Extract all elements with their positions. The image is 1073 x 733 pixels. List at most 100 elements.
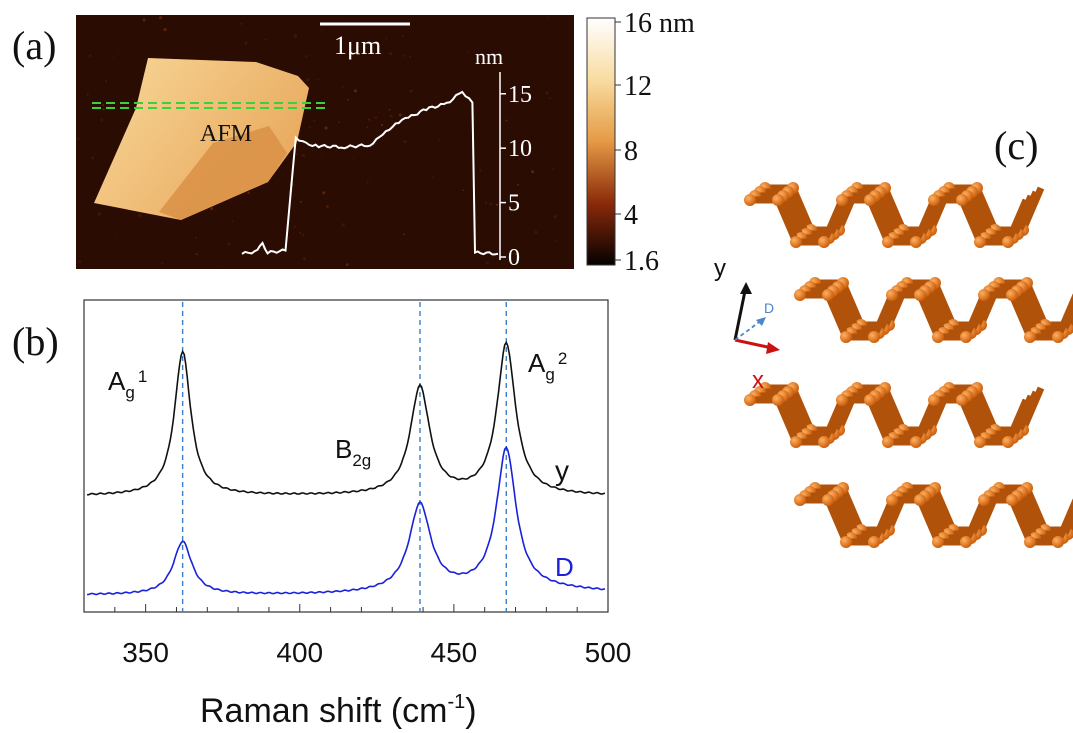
afm-noise-speck (495, 203, 499, 206)
crystal-atom (822, 289, 834, 301)
crystal-atom (1006, 494, 1018, 506)
axis-d-arrowhead (756, 317, 766, 326)
afm-noise-speck (374, 116, 378, 119)
crystal-atom (864, 194, 876, 206)
crystal-atom (978, 289, 990, 301)
afm-noise-speck (353, 89, 357, 93)
crystal-atom (818, 236, 830, 248)
afm-noise-speck (319, 156, 321, 158)
crystal-atom (910, 436, 922, 448)
colorbar-tick-16: 16 nm (624, 8, 695, 39)
afm-noise-speck (264, 38, 267, 41)
crystal-atom (886, 289, 898, 301)
afm-noise-speck (227, 242, 231, 246)
afm-noise-speck (402, 54, 405, 57)
afm-noise-speck (486, 261, 489, 265)
afm-noise-speck (403, 140, 407, 144)
crystal-atom (914, 494, 926, 506)
crystal-atom (868, 331, 880, 343)
panel-label-b: (b) (12, 319, 59, 364)
afm-flake-step (159, 126, 287, 220)
crystal-atom (868, 536, 880, 548)
axis-triad: y x D (714, 255, 780, 394)
afm-noise-speck (484, 201, 488, 204)
afm-noise-speck (366, 181, 369, 184)
profile-unit: nm (475, 44, 503, 69)
afm-noise-speck (195, 253, 198, 256)
afm-noise-speck (385, 37, 388, 40)
afm-noise-speck (398, 113, 402, 117)
crystal-atom (1002, 436, 1014, 448)
afm-noise-speck (313, 120, 315, 122)
afm-noise-speck (160, 25, 162, 28)
afm-noise-speck (86, 93, 89, 96)
crystal-atom (960, 536, 972, 548)
afm-noise-speck (400, 18, 402, 20)
crystal-atom (1002, 236, 1014, 248)
x-tick-label: 500 (585, 637, 632, 668)
profile-tick-label: 15 (508, 82, 532, 108)
afm-noise-speck (409, 89, 413, 93)
peak-label-ag1: Ag1 (108, 366, 147, 402)
afm-noise-speck (305, 55, 308, 58)
afm-noise-speck (408, 55, 412, 58)
crystal-atom (836, 394, 848, 406)
afm-label: AFM (200, 121, 252, 147)
crystal-atom (840, 536, 852, 548)
afm-noise-speck (210, 207, 214, 211)
afm-noise-speck (515, 102, 518, 104)
crystal-panel: y x D (714, 182, 1073, 548)
crystal-atom (790, 236, 802, 248)
crystal-atom (882, 236, 894, 248)
afm-noise-speck (389, 114, 393, 118)
afm-noise-speck (88, 54, 92, 57)
profile-tick-label: 5 (508, 191, 520, 217)
crystal-atom (910, 236, 922, 248)
afm-noise-speck (293, 34, 298, 38)
afm-noise-speck (102, 108, 105, 111)
afm-noise-speck (545, 91, 549, 95)
crystal-atom (822, 494, 834, 506)
afm-noise-speck (531, 170, 535, 174)
crystal-atom (1052, 536, 1064, 548)
raman-x-tick-labels: 350 400 450 500 (122, 637, 631, 668)
afm-noise-speck (553, 215, 557, 219)
series-label-d: D (555, 552, 574, 582)
peak-label-b2g: B2g (335, 434, 371, 470)
colorbar-tick-12: 12 (624, 71, 652, 102)
afm-noise-speck (142, 18, 146, 22)
profile-ticks: 0 5 10 15 (500, 82, 532, 271)
afm-noise-speck (462, 189, 465, 192)
afm-noise-speck (83, 77, 86, 80)
colorbar (586, 17, 616, 266)
afm-noise-speck (299, 231, 302, 235)
axis-y-arrow (733, 285, 748, 341)
afm-noise-speck (100, 118, 103, 122)
afm-noise-speck (77, 137, 80, 140)
afm-noise-speck (425, 20, 427, 22)
raman-panel: Ag1 B2g Ag2 y D 350 400 450 500 Raman shift… (83, 299, 631, 730)
axis-d-label: D (764, 300, 774, 316)
afm-noise-speck (91, 156, 94, 160)
x-tick-label: 450 (431, 637, 478, 668)
afm-noise-speck (401, 35, 404, 38)
axis-x-arrow (734, 338, 773, 350)
afm-noise-speck (108, 105, 111, 107)
afm-noise-speck (341, 223, 345, 227)
afm-noise-speck (555, 239, 558, 242)
crystal-atom (1052, 331, 1064, 343)
afm-noise-speck (300, 200, 302, 203)
afm-noise-speck (467, 50, 470, 52)
afm-noise-speck (322, 191, 326, 195)
crystal-atom (1024, 331, 1036, 343)
x-tick-label: 350 (122, 637, 169, 668)
scale-bar-label: 1μm (334, 31, 381, 60)
afm-noise-speck (366, 126, 369, 128)
series-y-line (87, 340, 606, 496)
crystal-atom (928, 194, 940, 206)
series-label-y: y (555, 455, 569, 486)
afm-noise-speck (78, 260, 82, 263)
afm-noise-speck (302, 257, 307, 261)
crystal-atom (836, 194, 848, 206)
crystal-atom (956, 394, 968, 406)
